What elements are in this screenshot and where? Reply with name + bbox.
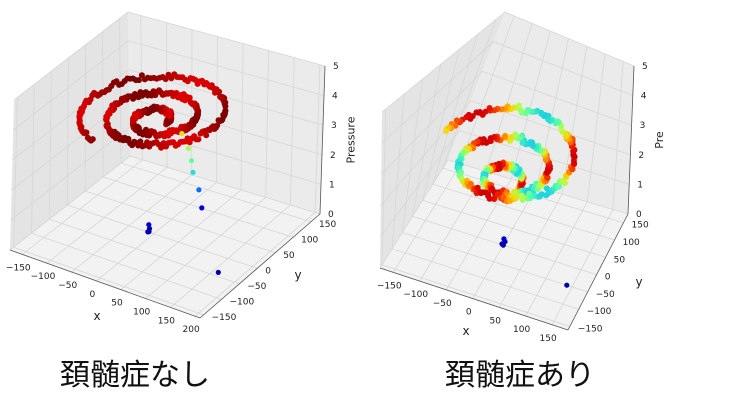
y-tick-label: 100 [301,235,318,245]
data-point [195,136,201,142]
x-tick-label: 200 [183,325,200,335]
y-axis-label: y [294,268,301,282]
data-point [90,136,96,142]
data-point [564,283,569,288]
data-point [199,205,204,210]
y-tick-label: −100 [587,307,612,317]
x-axis-label: x [462,324,469,338]
x-tick-label: −100 [31,272,56,282]
x-tick-label: 50 [489,316,501,326]
x-tick-label: 100 [133,308,150,318]
x-tick-label: 150 [158,316,175,326]
z-tick-label: 1 [637,180,643,190]
y-tick-label: −150 [212,313,237,323]
z-tick-label: 3 [640,121,646,131]
y-axis-label: y [635,275,642,289]
data-point [189,158,194,163]
x-axis-label: x [93,309,100,323]
y-tick-label: −100 [230,297,255,307]
x-tick-label: 50 [111,299,123,309]
z-tick-label: 4 [332,92,338,102]
data-point [190,170,195,175]
z-tick-label: 0 [328,210,334,220]
y-tick-label: 50 [614,255,626,265]
z-axis-label: Pre [653,131,666,149]
y-tick-label: 150 [319,220,336,230]
z-tick-label: 3 [331,121,337,131]
data-point [186,146,191,151]
data-point [146,229,151,234]
x-tick-label: −50 [433,299,452,309]
y-tick-label: −50 [247,282,266,292]
y-tick-label: 100 [623,238,640,248]
data-point [216,270,221,275]
caption-with-myelopathy: 頚髄症あり [445,350,595,394]
data-point [454,117,460,123]
data-point [562,180,568,186]
data-point [203,132,209,138]
x-tick-label: 0 [90,290,96,300]
data-point [501,236,506,241]
plot-no-myelopathy: −150−100−50050100150200150100500−50−100−… [6,12,358,335]
z-tick-label: 5 [642,62,648,72]
y-tick-label: 0 [265,266,271,276]
z-tick-label: 2 [638,151,644,161]
data-point [196,187,201,192]
x-tick-label: −50 [58,281,77,291]
x-tick-label: −150 [377,281,402,291]
y-tick-label: −150 [578,325,603,335]
x-tick-label: 0 [466,308,472,318]
y-tick-label: 150 [632,221,649,231]
z-axis-label: Pressure [345,116,358,163]
z-tick-label: 0 [636,210,642,220]
caption-no-myelopathy: 頚髄症なし [60,350,210,394]
data-point [570,166,576,172]
data-point [443,128,449,134]
x-tick-label: −150 [6,263,31,273]
y-tick-label: 0 [605,273,611,283]
z-tick-label: 5 [333,62,339,72]
z-tick-label: 4 [641,92,647,102]
x-tick-label: 150 [540,334,557,344]
y-tick-label: −50 [596,290,615,300]
data-point [499,241,504,246]
data-point [571,160,577,166]
plot-with-myelopathy: −150−100−50050100150150100500−50−100−150… [377,12,666,344]
y-tick-label: 50 [283,251,295,261]
x-tick-label: 100 [513,325,530,335]
data-point [179,131,184,136]
data-point [84,130,90,136]
z-tick-label: 2 [330,151,336,161]
x-tick-label: −100 [403,290,428,300]
z-tick-label: 1 [329,180,335,190]
